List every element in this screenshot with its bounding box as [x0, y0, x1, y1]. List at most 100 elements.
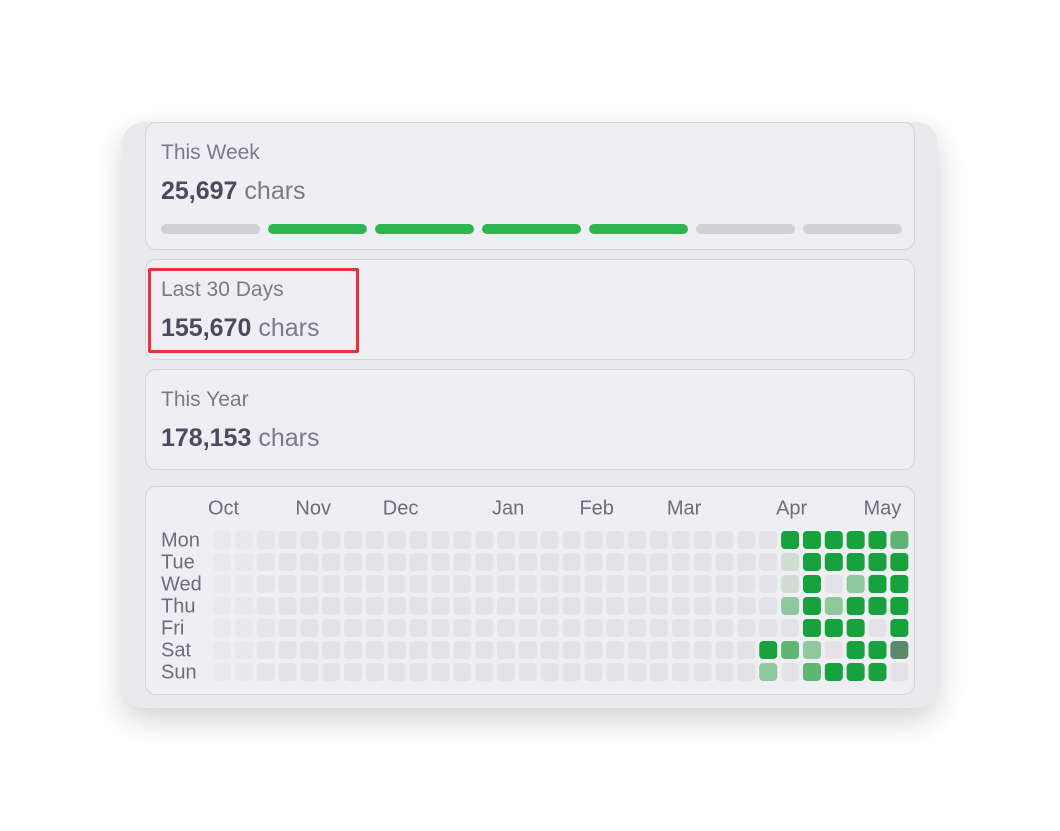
day-cell	[650, 619, 668, 637]
stats-panel: This Week 25,697 chars Last 30 Days 155,…	[122, 122, 938, 708]
day-cell	[737, 575, 756, 593]
day-cell	[475, 641, 494, 659]
day-cell	[453, 619, 472, 637]
day-cell	[431, 663, 450, 681]
day-cell	[365, 531, 384, 549]
day-cell	[278, 663, 297, 681]
day-cell	[278, 531, 297, 549]
week-card: This Week 25,697 chars	[145, 122, 915, 250]
day-cell	[846, 663, 865, 681]
day-cell	[475, 553, 494, 571]
day-cell	[671, 641, 690, 659]
day-cell	[497, 531, 516, 549]
day-cell	[759, 575, 778, 593]
day-cell	[518, 575, 537, 593]
day-cell	[213, 597, 231, 615]
day-cell	[213, 531, 231, 549]
day-cell	[344, 619, 363, 637]
day-cell	[606, 663, 625, 681]
day-cell	[475, 575, 494, 593]
day-cell	[475, 531, 494, 549]
day-cell	[322, 575, 341, 593]
day-cell	[518, 663, 537, 681]
day-cell	[606, 619, 625, 637]
day-cell	[213, 575, 231, 593]
day-cell	[671, 575, 690, 593]
day-cell	[715, 619, 734, 637]
day-cell	[781, 641, 800, 659]
day-cell	[650, 531, 668, 549]
day-cell	[278, 619, 297, 637]
day-cell	[650, 597, 668, 615]
day-cell	[562, 575, 581, 593]
day-cell	[693, 641, 712, 659]
day-cell	[781, 575, 800, 593]
day-cell	[213, 553, 231, 571]
unit: chars	[258, 314, 320, 342]
day-cell	[540, 663, 559, 681]
weekday-label: Sat	[161, 639, 191, 661]
day-cell	[300, 531, 319, 549]
day-cell	[497, 597, 516, 615]
day-cell	[759, 619, 778, 637]
day-cell	[671, 597, 690, 615]
day-cell	[693, 663, 712, 681]
day-cell	[781, 619, 800, 637]
day-cell	[453, 531, 472, 549]
day-cell	[300, 575, 319, 593]
day-segment	[161, 224, 260, 234]
day-cell	[409, 531, 428, 549]
month-label: Oct	[208, 497, 240, 519]
day-cell	[497, 553, 516, 571]
day-cell	[518, 553, 537, 571]
day-cell	[431, 575, 450, 593]
day-cell	[584, 575, 603, 593]
day-cell	[606, 641, 625, 659]
day-cell	[802, 619, 821, 637]
day-cell	[693, 619, 712, 637]
day-cell	[431, 641, 450, 659]
day-cell	[715, 553, 734, 571]
day-cell	[802, 663, 821, 681]
day-cell	[365, 619, 384, 637]
card-value: 155,670 chars	[161, 314, 319, 343]
day-segment	[696, 224, 795, 234]
highlight-box	[148, 268, 359, 353]
day-cell	[737, 619, 756, 637]
weekday-label: Tue	[161, 551, 195, 573]
day-cell	[890, 531, 909, 549]
day-cell	[387, 531, 406, 549]
day-cell	[628, 641, 647, 659]
day-cell	[584, 619, 603, 637]
card-value: 25,697 chars	[161, 177, 306, 206]
count: 178,153	[161, 424, 252, 452]
day-cell	[606, 553, 625, 571]
day-cell	[409, 553, 428, 571]
day-cell	[431, 553, 450, 571]
day-cell	[628, 619, 647, 637]
day-cell	[278, 553, 297, 571]
day-cell	[475, 663, 494, 681]
day-cell	[868, 619, 887, 637]
day-cell	[628, 575, 647, 593]
day-cell	[562, 619, 581, 637]
day-cell	[824, 619, 843, 637]
unit: chars	[258, 424, 320, 452]
day-cell	[213, 641, 231, 659]
day-cell	[628, 663, 647, 681]
day-cell	[693, 531, 712, 549]
month-label: Mar	[667, 497, 702, 519]
day-cell	[868, 641, 887, 659]
day-cell	[322, 597, 341, 615]
day-cell	[540, 553, 559, 571]
day-cell	[846, 531, 865, 549]
month-label: May	[864, 497, 902, 519]
day-cell	[693, 553, 712, 571]
day-cell	[387, 663, 406, 681]
month-label: Jan	[492, 497, 524, 519]
day-cell	[256, 575, 275, 593]
day-cell	[518, 619, 537, 637]
day-cell	[278, 597, 297, 615]
card-label: Last 30 Days	[161, 278, 284, 301]
day-cell	[475, 597, 494, 615]
